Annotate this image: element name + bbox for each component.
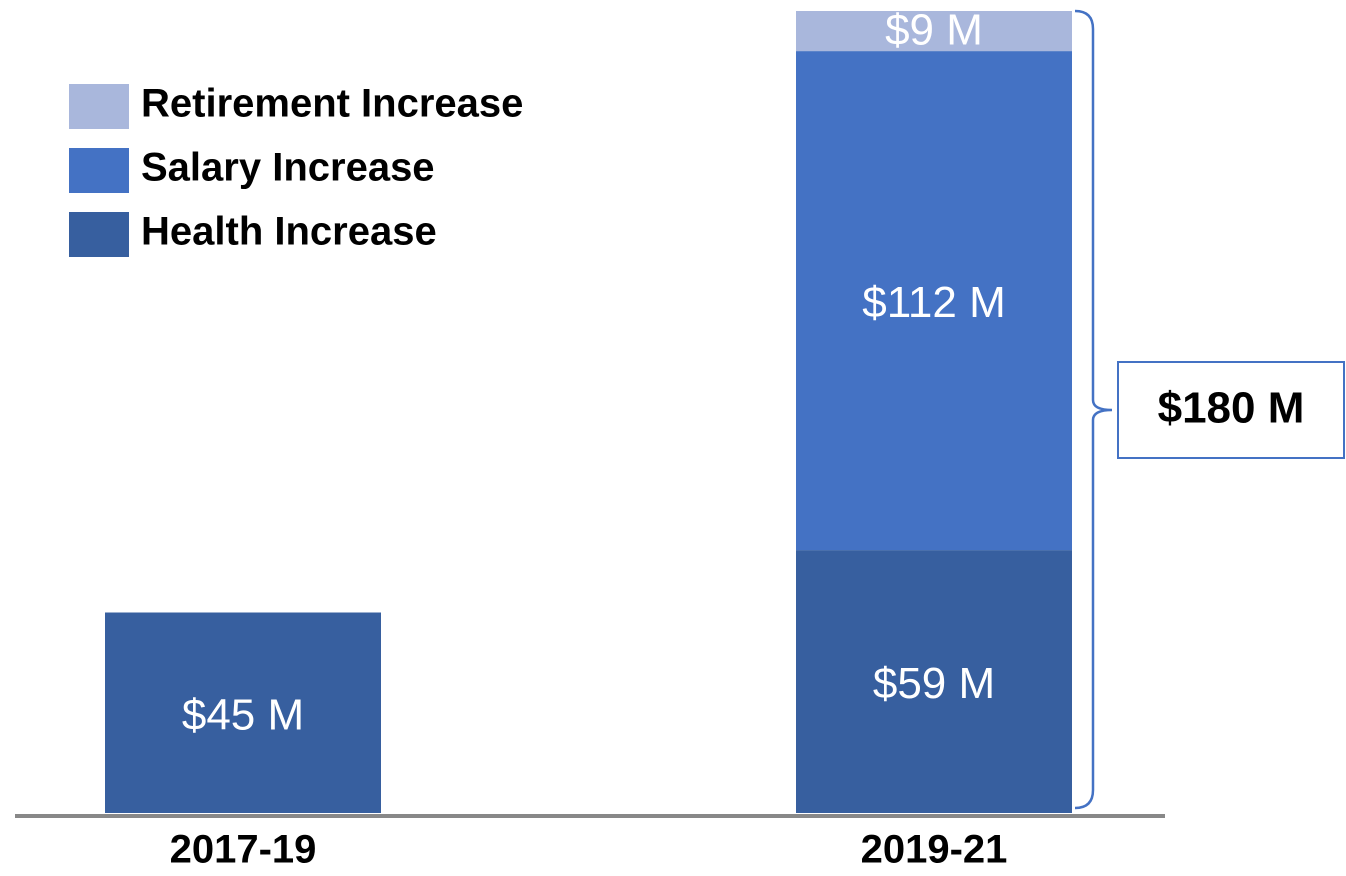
value-label: $45 M: [182, 690, 304, 739]
legend-label: Health Increase: [141, 210, 437, 254]
bar-segment: [796, 550, 1072, 813]
total-bracket: [1074, 9, 1113, 810]
total-label: $180 M: [1158, 384, 1305, 433]
value-label: $9 M: [885, 6, 983, 55]
value-label: $112 M: [862, 278, 1006, 327]
legend-swatch: [69, 212, 129, 257]
bar-segment: [796, 51, 1072, 551]
bar-segment: [105, 612, 381, 813]
value-label: $59 M: [873, 659, 995, 708]
x-tick-label: 2017-19: [170, 828, 317, 871]
legend-swatch: [69, 84, 129, 129]
x-tick-label: 2019-21: [861, 828, 1008, 871]
bar-segment: [796, 11, 1072, 52]
legend-swatch: [69, 148, 129, 193]
total-box: [1117, 361, 1345, 459]
legend-label: Retirement Increase: [141, 82, 523, 126]
legend-label: Salary Increase: [141, 146, 435, 190]
